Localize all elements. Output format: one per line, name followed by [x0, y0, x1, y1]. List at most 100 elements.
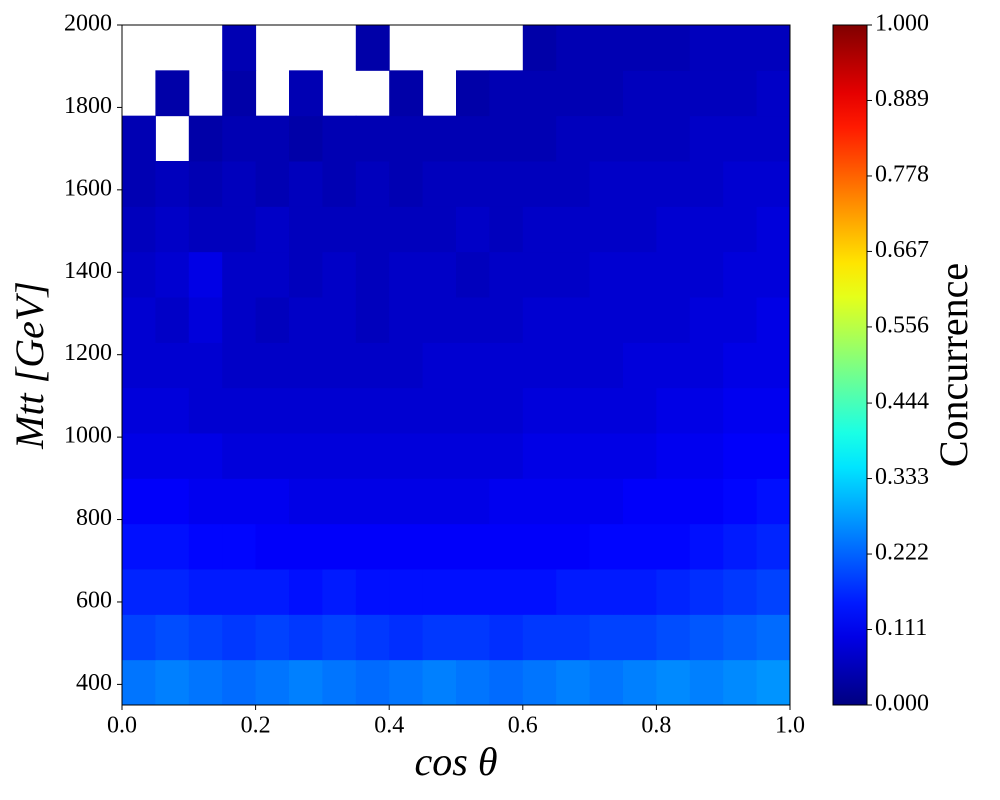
heatmap-cell: [656, 251, 691, 298]
heatmap-cell: [122, 433, 156, 479]
heatmap-cell: [255, 387, 290, 434]
heatmap-cell: [556, 478, 591, 525]
heatmap-cell: [456, 523, 490, 570]
heatmap-cell: [389, 206, 424, 253]
heatmap-cell: [589, 251, 624, 298]
heatmap-cell: [489, 614, 524, 661]
heatmap-cell: [255, 251, 290, 298]
heatmap-cell: [623, 161, 657, 207]
heatmap-cell: [355, 569, 390, 615]
y-tick-label: 1800: [64, 93, 112, 119]
heatmap-cell: [322, 614, 357, 661]
heatmap-cell: [222, 70, 257, 117]
heatmap-cell: [188, 297, 223, 343]
heatmap-cell: [623, 342, 657, 389]
heatmap-cell: [289, 251, 323, 298]
heatmap-cell: [456, 659, 490, 706]
heatmap-cell: [689, 478, 724, 525]
heatmap-cell: [122, 206, 156, 253]
heatmap-cell: [689, 614, 724, 661]
heatmap-cell: [122, 478, 156, 525]
heatmap-cell: [656, 433, 691, 479]
heatmap-cell: [623, 523, 657, 570]
heatmap-cell: [623, 115, 657, 162]
heatmap-cell: [522, 161, 557, 207]
heatmap-cell: [289, 659, 323, 706]
heatmap-cell: [656, 342, 691, 389]
heatmap-cell: [155, 206, 190, 253]
heatmap-cell: [289, 523, 323, 570]
heatmap-cell: [689, 523, 724, 570]
heatmap-cell: [689, 115, 724, 162]
heatmap-cell: [222, 433, 257, 479]
heatmap-cell: [422, 387, 457, 434]
heatmap-cell: [689, 251, 724, 298]
heatmap-cell: [155, 659, 190, 706]
heatmap-cell: [689, 659, 724, 706]
heatmap-cell: [756, 478, 791, 525]
heatmap-cell: [489, 161, 524, 207]
colorbar-tick-label: 0.667: [875, 237, 929, 263]
heatmap-cell: [122, 659, 156, 706]
heatmap-cell: [322, 251, 357, 298]
heatmap-cell: [289, 297, 323, 343]
x-tick-label: 1.0: [775, 713, 805, 739]
heatmap-cell: [289, 614, 323, 661]
heatmap-cell: [489, 297, 524, 343]
heatmap-cell: [222, 478, 257, 525]
heatmap-cell: [322, 387, 357, 434]
heatmap-cell: [155, 161, 190, 207]
heatmap-cell: [188, 569, 223, 615]
heatmap-cell: [723, 25, 758, 71]
heatmap-cell: [389, 115, 424, 162]
heatmap-cell: [456, 569, 490, 615]
heatmap-cell: [355, 297, 390, 343]
heatmap-cell: [723, 161, 758, 207]
heatmap-cell: [756, 569, 791, 615]
y-axis-label: Mtt [GeV]: [7, 281, 52, 450]
y-tick-label: 600: [76, 587, 112, 613]
heatmap-cell: [689, 297, 724, 343]
heatmap-cell: [723, 297, 758, 343]
heatmap-cell: [756, 161, 791, 207]
heatmap-cell: [723, 478, 758, 525]
heatmap-cell: [589, 115, 624, 162]
heatmap-cell: [322, 206, 357, 253]
heatmap-cell: [589, 659, 624, 706]
heatmap-cell: [489, 659, 524, 706]
heatmap-cell: [756, 659, 791, 706]
heatmap-cell: [155, 478, 190, 525]
heatmap-cell: [756, 614, 791, 661]
colorbar-tick-label: 0.778: [875, 161, 929, 187]
heatmap-cell: [222, 297, 257, 343]
heatmap-cell: [122, 342, 156, 389]
heatmap-cell: [289, 206, 323, 253]
heatmap-cell: [255, 614, 290, 661]
heatmap-cell: [188, 387, 223, 434]
heatmap-cell: [389, 659, 424, 706]
heatmap-cell: [489, 478, 524, 525]
heatmap-cell: [389, 569, 424, 615]
heatmap-cell: [422, 569, 457, 615]
heatmap-cell: [355, 614, 390, 661]
heatmap-cell: [522, 206, 557, 253]
heatmap-cell: [389, 387, 424, 434]
heatmap-cell: [623, 614, 657, 661]
heatmap-cell: [155, 297, 190, 343]
heatmap-cell: [589, 25, 624, 71]
heatmap-cell: [389, 478, 424, 525]
heatmap-cell: [122, 523, 156, 570]
heatmap-cell: [188, 115, 223, 162]
heatmap-cell: [556, 433, 591, 479]
heatmap-cell: [556, 614, 591, 661]
heatmap-cell: [355, 523, 390, 570]
heatmap-cell: [756, 523, 791, 570]
heatmap-cell: [222, 659, 257, 706]
heatmap-cell: [689, 206, 724, 253]
heatmap-cell: [255, 523, 290, 570]
heatmap-cell: [589, 614, 624, 661]
heatmap-cell: [355, 115, 390, 162]
heatmap-cell: [155, 523, 190, 570]
x-tick-label: 0.6: [508, 713, 538, 739]
heatmap-cell: [623, 478, 657, 525]
